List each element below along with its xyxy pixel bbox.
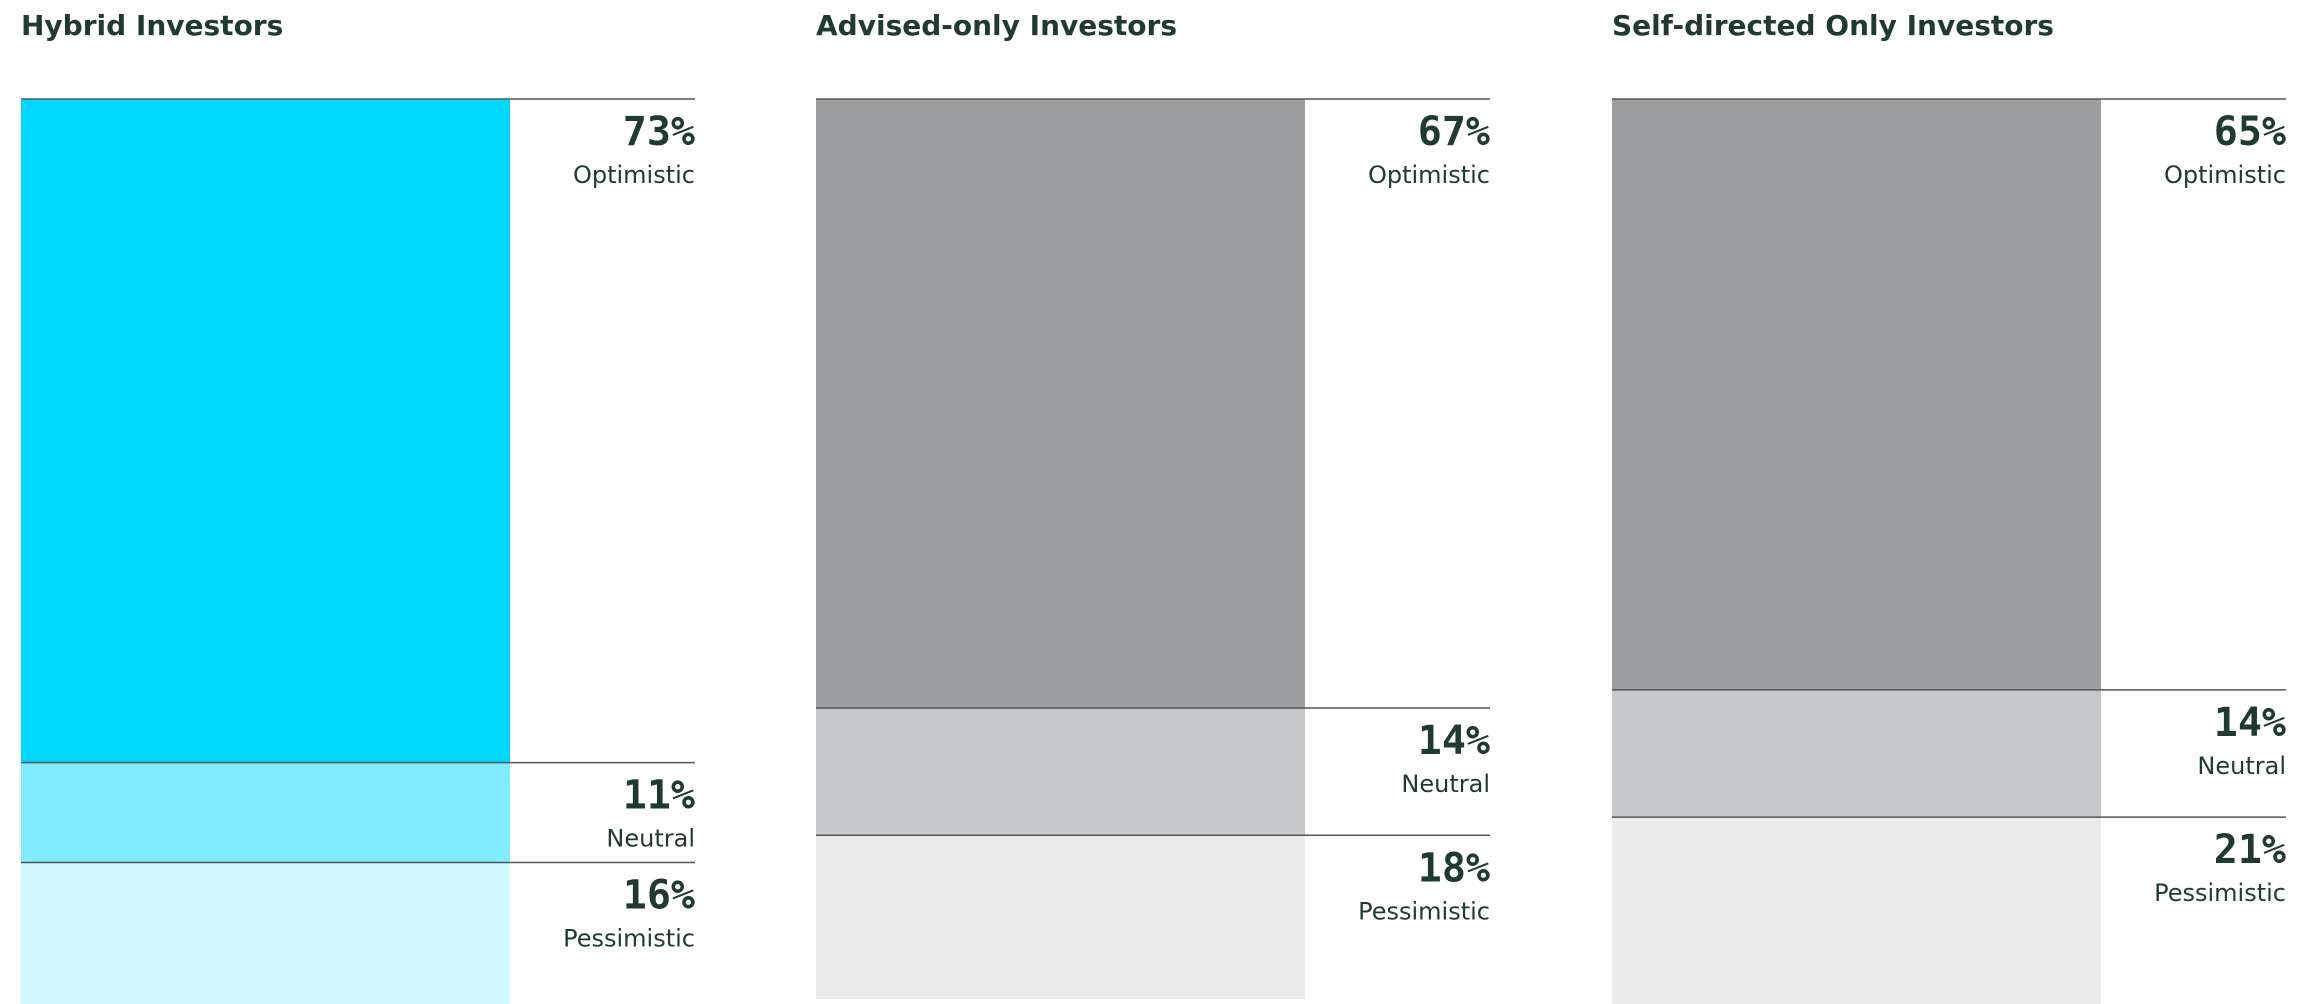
category-label: Neutral — [606, 825, 695, 853]
panel-title: Self-directed Only Investors — [1612, 9, 2054, 42]
bar-segment — [21, 762, 510, 863]
value-label: 14% — [1418, 718, 1490, 764]
category-label: Pessimistic — [2154, 879, 2286, 907]
bar-segment — [21, 99, 510, 763]
bar-segment — [21, 862, 510, 1004]
value-label: 18% — [1418, 845, 1490, 891]
value-label: 14% — [2214, 700, 2286, 746]
panel-title: Advised-only Investors — [816, 9, 1177, 42]
value-label: 67% — [1418, 109, 1490, 155]
category-label: Optimistic — [573, 161, 695, 189]
value-label: 65% — [2214, 109, 2286, 155]
bar-segment — [1612, 99, 2101, 690]
bar-segment — [816, 99, 1305, 709]
category-label: Pessimistic — [563, 925, 695, 953]
category-label: Neutral — [1401, 770, 1490, 798]
value-label: 16% — [623, 873, 695, 919]
bar-segment — [1612, 817, 2101, 1004]
category-label: Neutral — [2197, 752, 2286, 780]
bar-segment — [1612, 689, 2101, 818]
bar-segment — [816, 708, 1305, 836]
value-label: 73% — [623, 109, 695, 155]
value-label: 11% — [623, 773, 695, 819]
category-label: Optimistic — [1368, 161, 1490, 189]
category-label: Optimistic — [2164, 161, 2286, 189]
panel-title: Hybrid Investors — [21, 9, 283, 42]
category-label: Pessimistic — [1358, 897, 1490, 925]
bar-segment — [816, 835, 1305, 999]
value-label: 21% — [2214, 827, 2286, 873]
